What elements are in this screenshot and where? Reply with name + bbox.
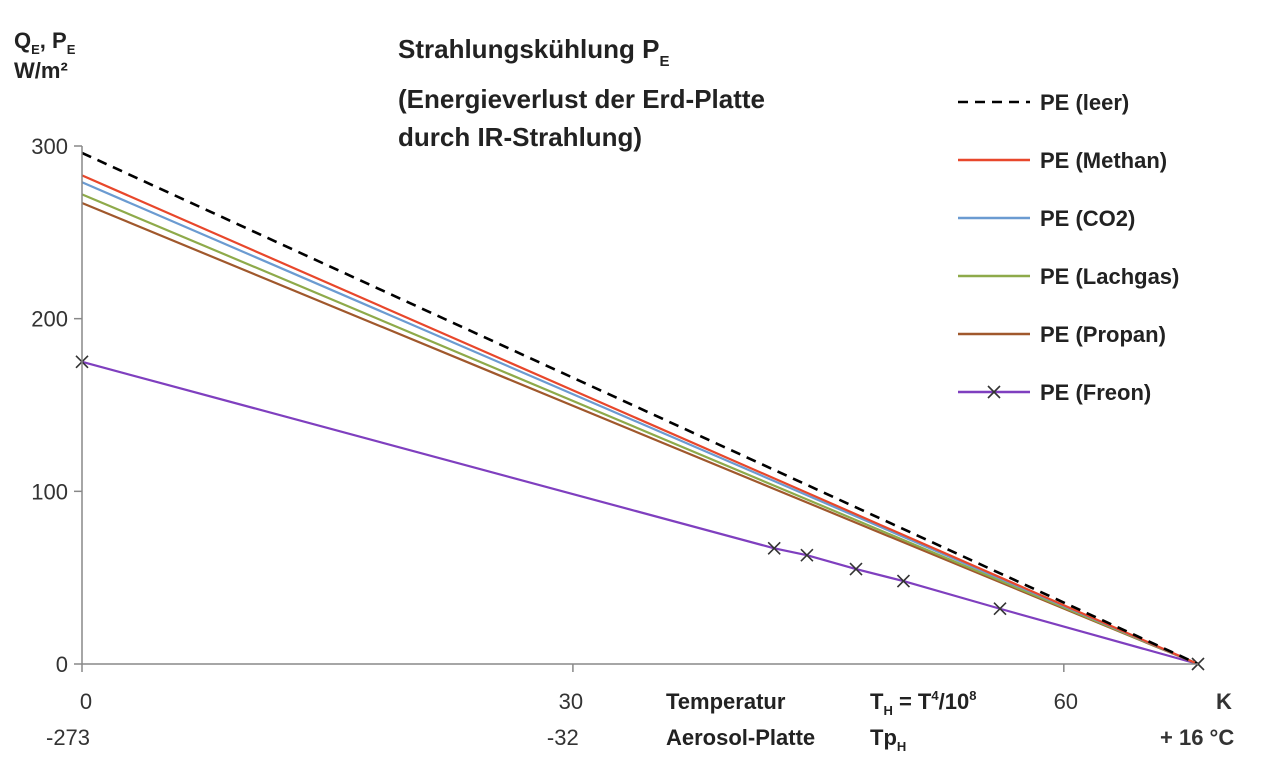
axes: 0 100 200 300 0 30 60 K -273 -32 + 16 °C — [31, 134, 1234, 750]
series-line-pe-lachgas — [81, 193, 1199, 666]
title-line-1: Strahlungskühlung PE — [398, 34, 669, 70]
freon-marker — [896, 574, 911, 588]
legend-item: PE (leer) — [958, 90, 1129, 115]
y-tick-label: 300 — [31, 134, 68, 159]
x-axis-labels: Temperatur Aerosol-Platte TH = T4/108 Tp… — [666, 688, 976, 754]
y-tick-label: 200 — [31, 307, 68, 332]
legend-label: PE (Lachgas) — [1040, 264, 1179, 289]
x-tick-label: 60 — [1054, 689, 1078, 714]
title-line-2: (Energieverlust der Erd-Platte — [398, 84, 765, 114]
legend-item: PE (Methan) — [958, 148, 1167, 173]
x-label-aerosol: Aerosol-Platte — [666, 725, 815, 750]
legend-marker — [987, 385, 1001, 399]
series-line-pe-propan — [81, 201, 1199, 666]
chart-title: Strahlungskühlung PE (Energieverlust der… — [398, 34, 765, 152]
x-tick-label: K — [1216, 689, 1232, 714]
freon-marker — [800, 548, 814, 562]
legend-item: PE (CO2) — [958, 206, 1135, 231]
series-line-pe-methan — [81, 174, 1199, 666]
series-line-pe-leer — [81, 151, 1199, 666]
freon-marker — [767, 541, 781, 555]
y-tick-label: 0 — [56, 652, 68, 677]
legend-label: PE (Methan) — [1040, 148, 1167, 173]
legend-label: PE (Propan) — [1040, 322, 1166, 347]
y-label-qp: QE, PE — [14, 28, 76, 57]
freon-marker — [993, 602, 1007, 616]
legend-item: PE (Propan) — [958, 322, 1166, 347]
plot-lines — [75, 151, 1205, 671]
title-line-3: durch IR-Strahlung) — [398, 122, 642, 152]
legend-item: PE (Freon) — [958, 380, 1151, 405]
y-axis-label: QE, PE W/m² — [14, 28, 76, 83]
legend-item: PE (Lachgas) — [958, 264, 1179, 289]
x-label-tph: TpH — [870, 725, 906, 754]
y-tick-label: 100 — [31, 479, 68, 504]
legend-label: PE (CO2) — [1040, 206, 1135, 231]
legend: PE (leer) PE (Methan) PE (CO2) PE (Lachgas)… — [958, 90, 1179, 405]
x-tick-label-celsius: -273 — [46, 725, 90, 750]
y-label-unit: W/m² — [14, 58, 68, 83]
x-tick-label-celsius: -32 — [547, 725, 579, 750]
x-label-temperatur: Temperatur — [666, 689, 786, 714]
x-tick-label: 30 — [559, 689, 583, 714]
x-label-th-formula: TH = T4/108 — [870, 688, 976, 718]
x-tick-label: 0 — [80, 689, 92, 714]
x-tick-label-celsius: + 16 °C — [1160, 725, 1234, 750]
legend-label: PE (leer) — [1040, 90, 1129, 115]
legend-label: PE (Freon) — [1040, 380, 1151, 405]
freon-marker — [849, 562, 863, 576]
